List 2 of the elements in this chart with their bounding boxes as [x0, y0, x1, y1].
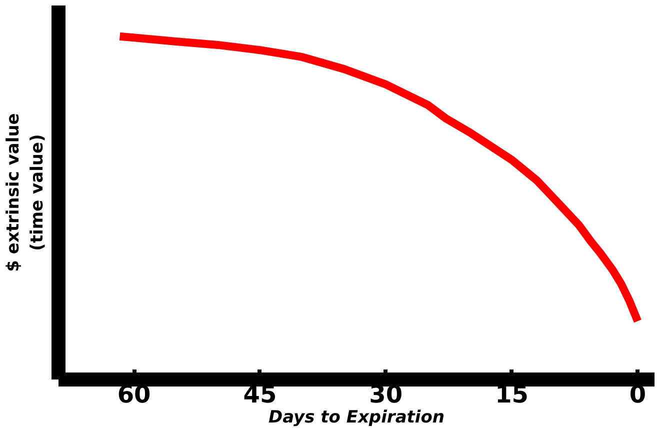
- y-axis-title: $ extrinsic value (time value): [4, 113, 48, 272]
- x-axis-title: Days to Expiration: [268, 408, 445, 428]
